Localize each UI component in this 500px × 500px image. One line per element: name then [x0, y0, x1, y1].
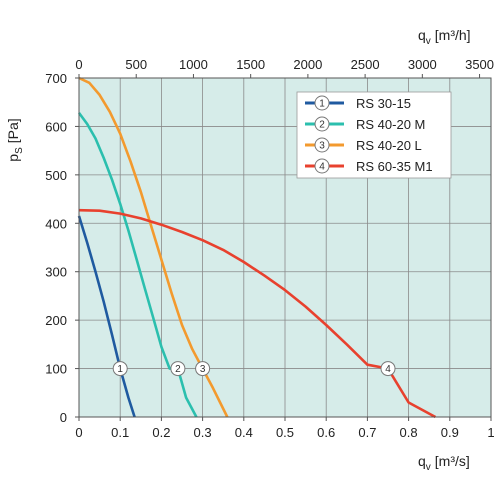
top-axis-label-main: q	[418, 27, 426, 43]
series-marker-3	[195, 361, 211, 377]
x-tick-label: 0	[75, 425, 82, 440]
legend-marker-3	[314, 137, 330, 153]
y-tick-label: 300	[45, 265, 67, 280]
x2-tick-label: 1000	[179, 57, 208, 72]
y-axis-label-sub: S	[14, 147, 25, 154]
legend-entry-1: RS 30-15	[356, 96, 411, 111]
x2-tick-label: 2000	[293, 57, 322, 72]
y-tick-label: 100	[45, 362, 67, 377]
x-tick-label: 0.6	[317, 425, 335, 440]
x-tick-label: 0.2	[152, 425, 170, 440]
legend-entry-3: RS 40-20 L	[356, 138, 422, 153]
y-tick-label: 200	[45, 313, 67, 328]
legend-marker-4	[314, 158, 330, 174]
y-axis-label-unit: [Pa]	[5, 118, 21, 143]
bottom-axis-label-sub: v	[426, 462, 431, 473]
x-tick-label: 0.7	[358, 425, 376, 440]
bottom-axis-label: qv [m³/s]	[418, 453, 470, 473]
legend: 1 RS 30-15 2 RS 40-20 M 3 RS 40-20 L 4 RS 60-35…	[296, 91, 452, 179]
x-tick-label: 0.5	[276, 425, 294, 440]
x-tick-label: 0.3	[194, 425, 212, 440]
legend-marker-label-2: 2	[319, 120, 325, 131]
y-tick-label: 0	[60, 410, 67, 425]
series-marker-2	[170, 361, 186, 377]
y-tick-label: 600	[45, 119, 67, 134]
x2-tick-label: 3500	[465, 57, 494, 72]
legend-marker-label-4: 4	[319, 162, 325, 173]
bottom-axis-label-unit: [m³/s]	[435, 453, 470, 469]
x-tick-label: 0.8	[400, 425, 418, 440]
tick-labels: 0 0.1 0.2 0.3 0.4 0.5 0.6 0.7 0.8 0.9 1 0 100 200 300 4…	[45, 57, 494, 440]
top-axis-label: qv [m³/h]	[418, 27, 471, 47]
x2-tick-label: 1500	[236, 57, 265, 72]
x2-tick-label: 500	[125, 57, 147, 72]
y-tick-label: 500	[45, 168, 67, 183]
x2-tick-label: 2500	[351, 57, 380, 72]
series-line-1	[77, 215, 136, 418]
legend-marker-label-3: 3	[319, 141, 325, 152]
series-marker-4	[380, 361, 396, 377]
legend-marker-2	[314, 116, 330, 132]
x-tick-label: 0.1	[111, 425, 129, 440]
x-tick-label: 1	[487, 425, 494, 440]
series-layer: 1 2 3 4	[77, 76, 437, 419]
x2-tick-label: 0	[75, 57, 82, 72]
series-line-4	[78, 208, 437, 419]
y-tick-label: 700	[45, 71, 67, 86]
legend-marker-1	[314, 95, 330, 111]
x-tick-label: 0.4	[235, 425, 253, 440]
top-axis-label-unit: [m³/h]	[435, 27, 471, 43]
series-marker-label-3: 3	[200, 364, 206, 375]
top-axis-label-sub: v	[426, 36, 431, 47]
x-tick-label: 0.9	[441, 425, 459, 440]
legend-entry-4: RS 60-35 M1	[356, 159, 433, 174]
legend-entry-2: RS 40-20 M	[356, 117, 425, 132]
bottom-axis-label-main: q	[418, 453, 426, 469]
y-axis-label: pS [Pa]	[5, 118, 25, 161]
series-marker-1	[112, 361, 128, 377]
y-tick-label: 400	[45, 216, 67, 231]
series-marker-label-2: 2	[175, 364, 181, 375]
series-marker-label-1: 1	[117, 364, 123, 375]
x2-tick-label: 3000	[408, 57, 437, 72]
series-marker-label-4: 4	[385, 364, 391, 375]
y-axis-label-main: p	[5, 154, 21, 162]
legend-marker-label-1: 1	[319, 99, 325, 110]
